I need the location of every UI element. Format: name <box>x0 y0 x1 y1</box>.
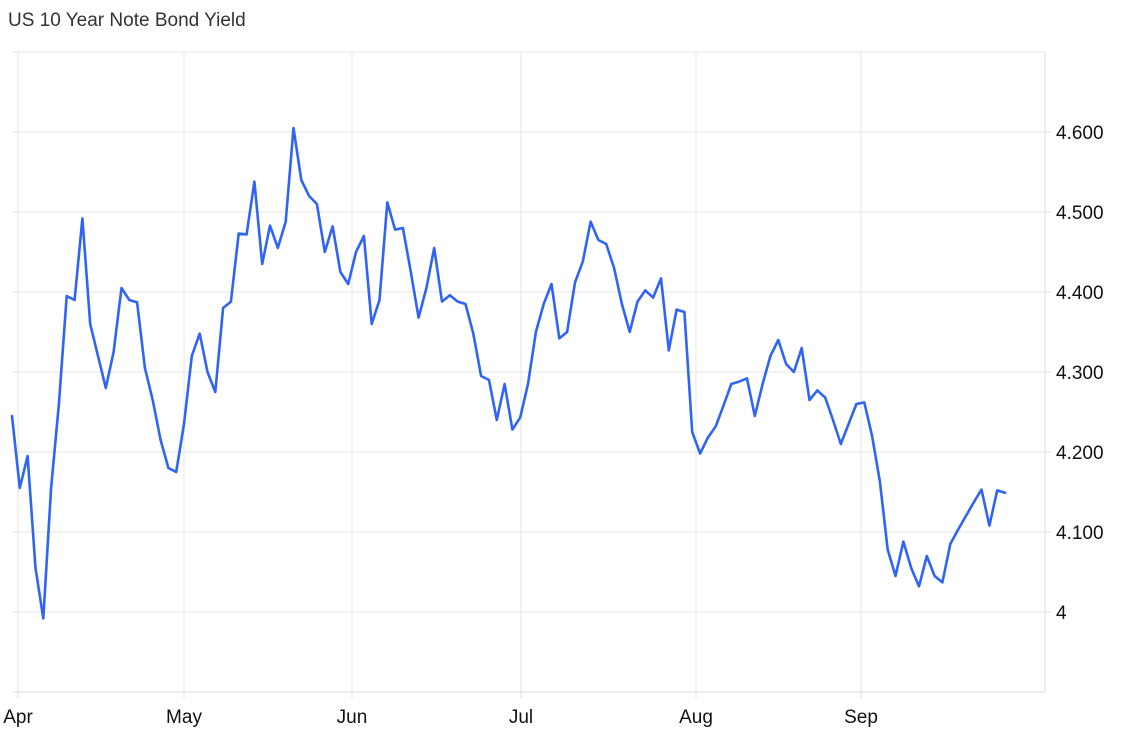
x-tick-label: Apr <box>3 707 33 728</box>
y-tick-labels: 4 4.100 4.200 4.300 4.400 4.500 4.600 <box>1056 123 1104 624</box>
y-tick-label: 4.600 <box>1056 123 1104 144</box>
chart-title: US 10 Year Note Bond Yield <box>8 10 246 31</box>
y-tick-label: 4 <box>1056 603 1067 624</box>
series-layer <box>10 126 1007 620</box>
y-tick-label: 4.400 <box>1056 283 1104 304</box>
series-line <box>10 126 1007 620</box>
y-tick-label: 4.500 <box>1056 203 1104 224</box>
y-tick-label: 4.200 <box>1056 443 1104 464</box>
x-tick-labels: Apr May Jun Jul Aug Sep <box>3 707 878 728</box>
horizontal-gridlines <box>12 51 1045 613</box>
x-tick-label: Jun <box>337 707 368 728</box>
x-tick-label: Jul <box>509 707 533 728</box>
x-tick-label: Aug <box>679 707 713 728</box>
y-tick-label: 4.100 <box>1056 523 1104 544</box>
x-tick-label: May <box>166 707 202 728</box>
y-tick-label: 4.300 <box>1056 363 1104 384</box>
x-tick-label: Sep <box>844 707 878 728</box>
axes <box>12 52 1051 698</box>
